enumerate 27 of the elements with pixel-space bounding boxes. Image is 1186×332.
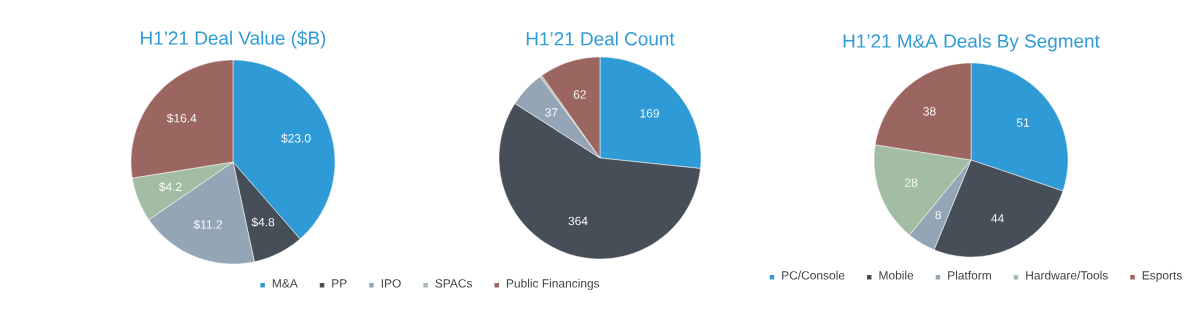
legend-label: Mobile [879,270,914,280]
data-label: 62 [573,90,586,99]
data-label: $23.0 [281,133,311,144]
data-label: 51 [1016,118,1030,127]
data-label: $16.4 [166,113,197,124]
data-label: $4.2 [158,182,182,192]
chart-title: H1’21 Deal Value ($B) [141,30,326,49]
legend-label: Esports [1142,271,1182,282]
legend-label: PC/Console [782,270,845,280]
data-label: 364 [568,216,588,226]
legend-label: Platform [948,270,991,280]
legend-label: SPACs [435,279,473,288]
legend-label: PP [332,279,347,288]
data-label: 169 [640,109,659,118]
chart-title: H1’21 M&A Deals By Segment [843,33,1100,52]
legend-label: M&A [272,279,298,288]
data-label: 8 [935,210,941,220]
chart-title: H1’21 Deal Count [526,31,675,46]
legend-label: Public Financings [506,278,600,290]
legend-label: IPO [381,279,401,288]
data-label: 28 [905,178,918,187]
data-label: $4.8 [251,217,275,228]
data-label: $11.2 [193,219,222,230]
data-label: 38 [923,107,936,116]
data-label: 44 [991,214,1004,223]
data-label: 37 [545,108,558,117]
legend-label: Hardware/Tools [1026,270,1108,280]
